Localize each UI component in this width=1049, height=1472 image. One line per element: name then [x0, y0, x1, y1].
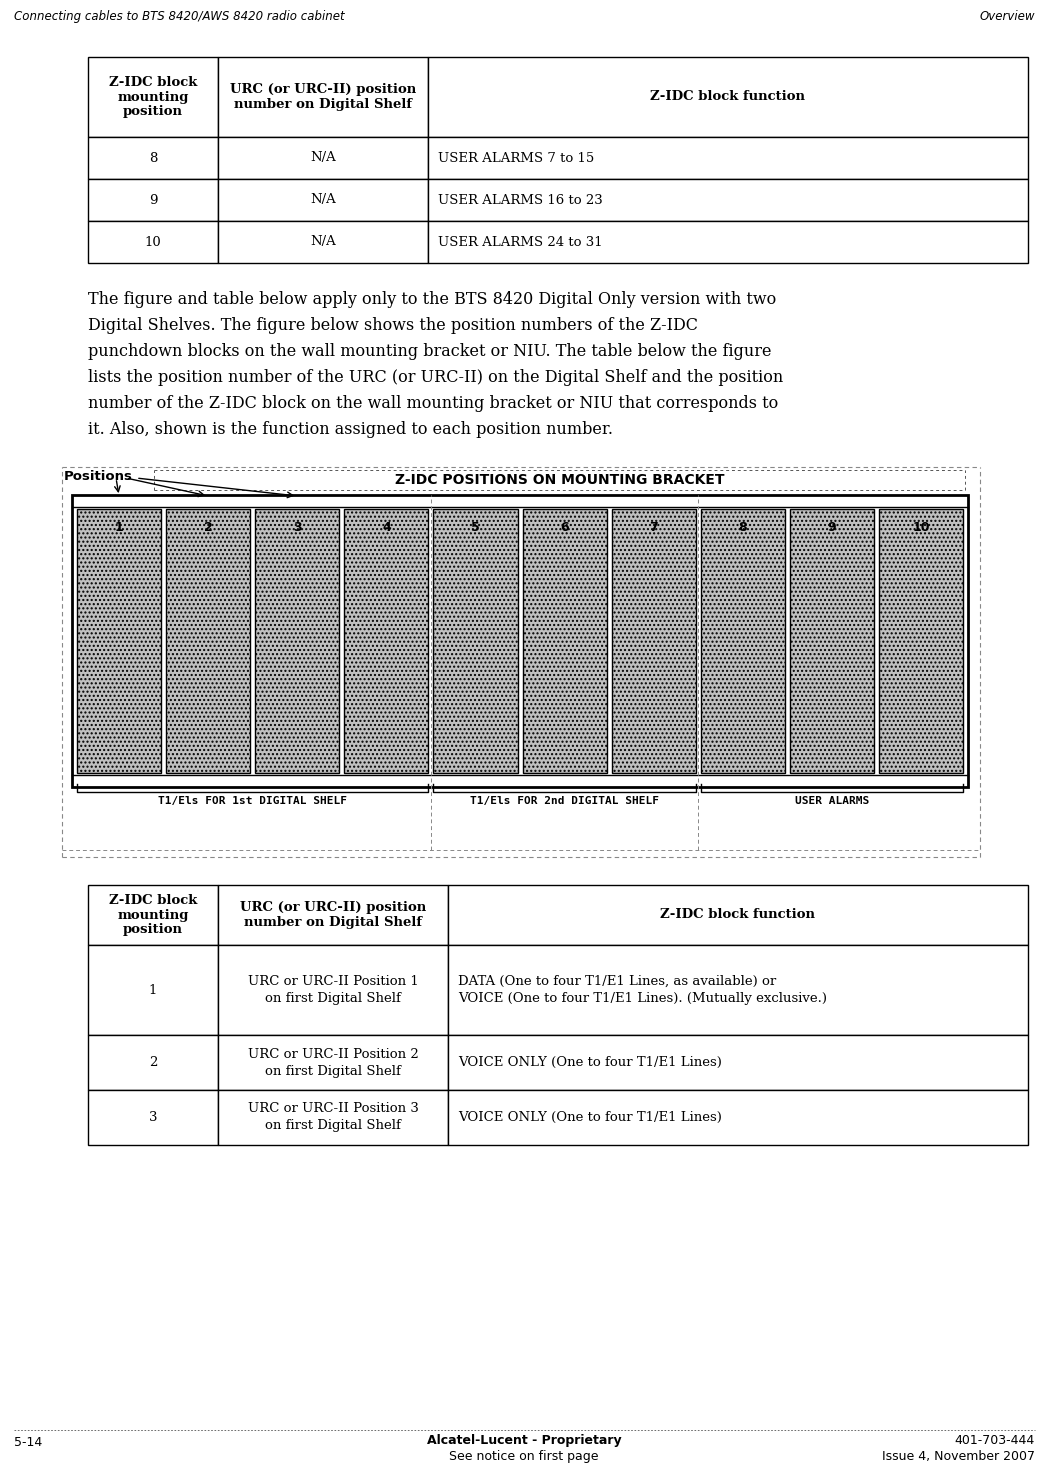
Text: Connecting cables to BTS 8420/AWS 8420 radio cabinet: Connecting cables to BTS 8420/AWS 8420 r…: [14, 10, 345, 24]
Text: See notice on first page: See notice on first page: [449, 1450, 599, 1463]
Bar: [701, 509, 785, 773]
Bar: [344, 509, 428, 773]
Bar: [88, 137, 218, 180]
Text: URC or URC-II Position 3
on first Digital Shelf: URC or URC-II Position 3 on first Digita…: [248, 1103, 419, 1132]
Text: 8: 8: [149, 152, 157, 165]
Text: 401-703-444: 401-703-444: [955, 1434, 1035, 1447]
Text: 9: 9: [828, 521, 836, 534]
Text: DATA (One to four T1/E1 Lines, as available) or
VOICE (One to four T1/E1 Lines).: DATA (One to four T1/E1 Lines, as availa…: [458, 974, 827, 1005]
Text: T1/Els FOR 1st DIGITAL SHELF: T1/Els FOR 1st DIGITAL SHELF: [158, 796, 347, 807]
Bar: [88, 945, 218, 1035]
Text: Z-IDC block
mounting
position: Z-IDC block mounting position: [109, 75, 197, 119]
Bar: [448, 945, 1028, 1035]
Text: Z-IDC block function: Z-IDC block function: [650, 90, 806, 103]
Bar: [88, 221, 218, 263]
Bar: [218, 1089, 448, 1145]
Text: Z-IDC POSITIONS ON MOUNTING BRACKET: Z-IDC POSITIONS ON MOUNTING BRACKET: [394, 473, 724, 487]
Bar: [879, 509, 963, 773]
Text: 2: 2: [204, 521, 213, 534]
Text: Z-IDC block
mounting
position: Z-IDC block mounting position: [109, 894, 197, 936]
Bar: [218, 885, 448, 945]
Bar: [428, 221, 1028, 263]
Text: 5: 5: [471, 521, 479, 534]
Text: it. Also, shown is the function assigned to each position number.: it. Also, shown is the function assigned…: [88, 421, 613, 439]
Text: VOICE ONLY (One to four T1/E1 Lines): VOICE ONLY (One to four T1/E1 Lines): [458, 1111, 722, 1125]
Bar: [448, 1035, 1028, 1089]
Bar: [790, 509, 874, 773]
Text: 2: 2: [149, 1055, 157, 1069]
Text: Alcatel-Lucent - Proprietary: Alcatel-Lucent - Proprietary: [427, 1434, 621, 1447]
Text: URC or URC-II Position 1
on first Digital Shelf: URC or URC-II Position 1 on first Digita…: [248, 974, 419, 1005]
Text: USER ALARMS 24 to 31: USER ALARMS 24 to 31: [438, 236, 602, 249]
Text: punchdown blocks on the wall mounting bracket or NIU. The table below the figure: punchdown blocks on the wall mounting br…: [88, 343, 771, 361]
Bar: [428, 180, 1028, 221]
Text: Z-IDC block function: Z-IDC block function: [661, 908, 815, 921]
Text: N/A: N/A: [311, 236, 336, 249]
Bar: [166, 509, 251, 773]
Text: USER ALARMS 7 to 15: USER ALARMS 7 to 15: [438, 152, 594, 165]
Bar: [218, 221, 428, 263]
Bar: [218, 57, 428, 137]
Text: Digital Shelves. The figure below shows the position numbers of the Z-IDC: Digital Shelves. The figure below shows …: [88, 316, 698, 334]
Text: 4: 4: [382, 521, 390, 534]
Bar: [88, 180, 218, 221]
Bar: [88, 885, 218, 945]
Bar: [88, 1035, 218, 1089]
Bar: [77, 509, 162, 773]
Bar: [88, 57, 218, 137]
Bar: [448, 885, 1028, 945]
Text: number of the Z-IDC block on the wall mounting bracket or NIU that corresponds t: number of the Z-IDC block on the wall mo…: [88, 394, 778, 412]
Text: T1/Els FOR 2nd DIGITAL SHELF: T1/Els FOR 2nd DIGITAL SHELF: [470, 796, 659, 807]
Text: 1: 1: [149, 983, 157, 997]
Bar: [448, 1089, 1028, 1145]
Text: Positions: Positions: [64, 470, 133, 483]
Bar: [218, 945, 448, 1035]
Bar: [72, 495, 968, 788]
Text: Overview: Overview: [980, 10, 1035, 24]
Text: N/A: N/A: [311, 152, 336, 165]
Bar: [255, 509, 339, 773]
Bar: [218, 180, 428, 221]
Text: VOICE ONLY (One to four T1/E1 Lines): VOICE ONLY (One to four T1/E1 Lines): [458, 1055, 722, 1069]
Text: Issue 4, November 2007: Issue 4, November 2007: [882, 1450, 1035, 1463]
Text: lists the position number of the URC (or URC-II) on the Digital Shelf and the po: lists the position number of the URC (or…: [88, 369, 784, 386]
Text: The figure and table below apply only to the BTS 8420 Digital Only version with : The figure and table below apply only to…: [88, 291, 776, 308]
Text: 6: 6: [560, 521, 569, 534]
Text: 3: 3: [293, 521, 301, 534]
Text: 3: 3: [149, 1111, 157, 1125]
Text: URC (or URC-II) position
number on Digital Shelf: URC (or URC-II) position number on Digit…: [240, 901, 426, 929]
Text: 7: 7: [649, 521, 658, 534]
Text: 5-14: 5-14: [14, 1437, 42, 1448]
Bar: [428, 137, 1028, 180]
Bar: [218, 137, 428, 180]
Text: URC (or URC-II) position
number on Digital Shelf: URC (or URC-II) position number on Digit…: [230, 82, 416, 110]
Text: 8: 8: [738, 521, 747, 534]
Bar: [433, 509, 517, 773]
Text: N/A: N/A: [311, 193, 336, 206]
Bar: [88, 1089, 218, 1145]
Bar: [218, 1035, 448, 1089]
Text: USER ALARMS 16 to 23: USER ALARMS 16 to 23: [438, 193, 603, 206]
Text: 10: 10: [913, 521, 929, 534]
Text: 10: 10: [145, 236, 162, 249]
Text: USER ALARMS: USER ALARMS: [795, 796, 869, 807]
Bar: [612, 509, 695, 773]
Text: 9: 9: [149, 193, 157, 206]
Bar: [522, 509, 606, 773]
Text: 1: 1: [114, 521, 124, 534]
Bar: [428, 57, 1028, 137]
Text: URC or URC-II Position 2
on first Digital Shelf: URC or URC-II Position 2 on first Digita…: [248, 1048, 419, 1078]
